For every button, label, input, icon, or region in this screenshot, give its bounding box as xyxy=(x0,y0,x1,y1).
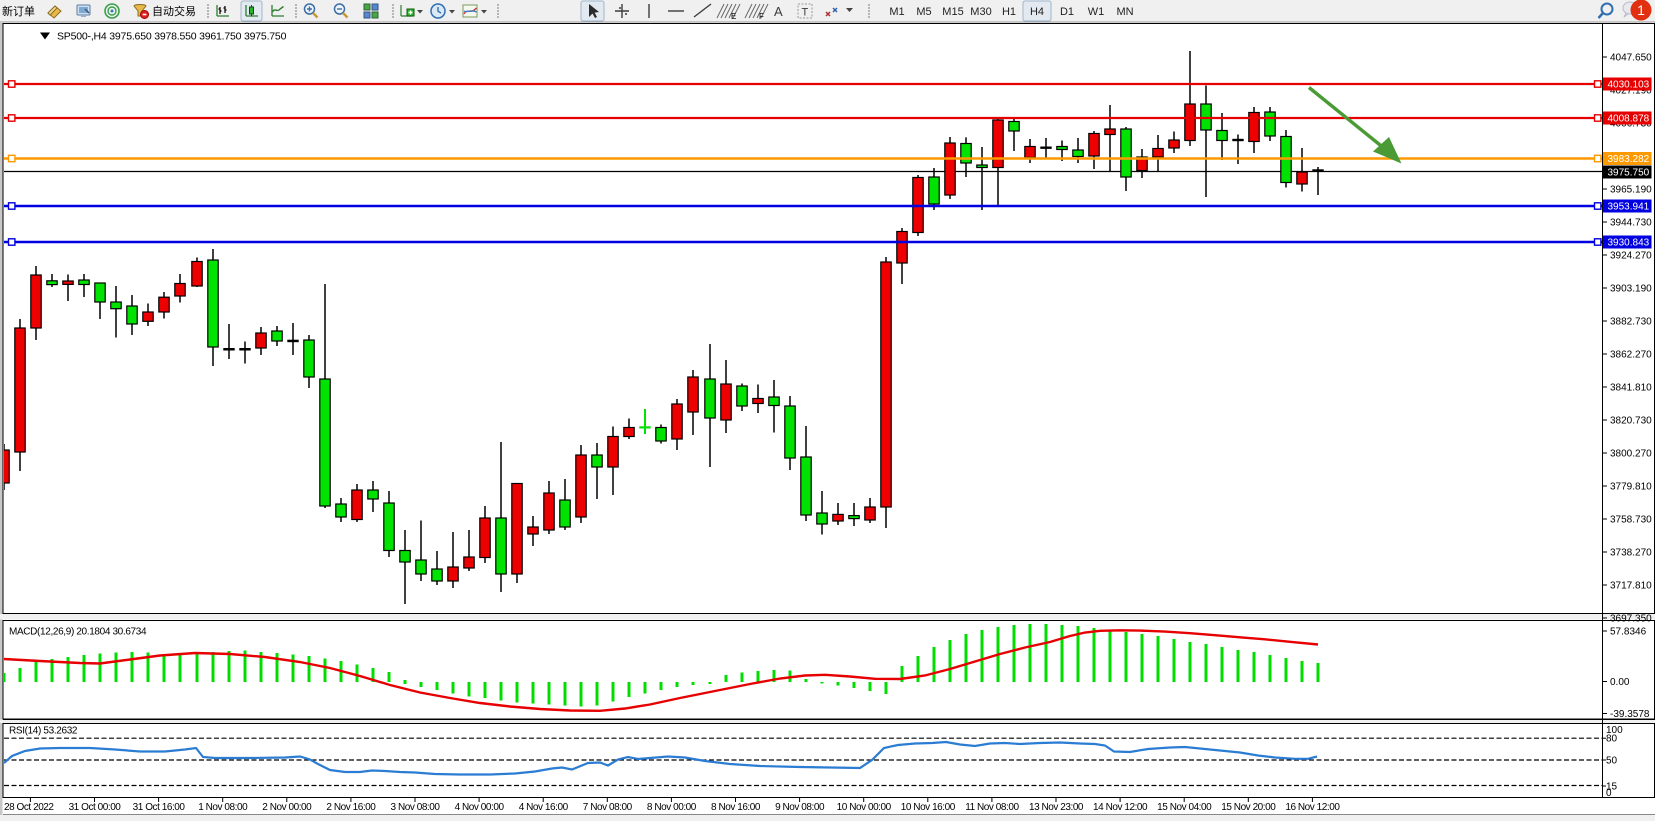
svg-text:3800.270: 3800.270 xyxy=(1610,449,1652,460)
svg-text:15 Nov 04:00: 15 Nov 04:00 xyxy=(1157,802,1212,813)
svg-text:57.8346: 57.8346 xyxy=(1610,627,1647,638)
svg-text:31 Oct 00:00: 31 Oct 00:00 xyxy=(69,802,122,813)
svg-text:-39.3578: -39.3578 xyxy=(1610,709,1650,720)
svg-text:3882.730: 3882.730 xyxy=(1610,317,1652,328)
svg-text:4027.190: 4027.190 xyxy=(1610,86,1652,97)
svg-text:H1: H1 xyxy=(1002,6,1016,18)
svg-text:1: 1 xyxy=(1637,2,1645,18)
svg-text:3953.941: 3953.941 xyxy=(1608,202,1650,213)
svg-text:0.00: 0.00 xyxy=(1610,677,1630,688)
svg-text:4008.878: 4008.878 xyxy=(1608,114,1650,125)
svg-text:3903.190: 3903.190 xyxy=(1610,284,1652,295)
svg-text:80: 80 xyxy=(1606,734,1618,745)
svg-text:3965.190: 3965.190 xyxy=(1610,185,1652,196)
svg-text:11 Nov 08:00: 11 Nov 08:00 xyxy=(965,802,1019,813)
svg-text:3944.730: 3944.730 xyxy=(1610,218,1652,229)
svg-text:F: F xyxy=(759,12,764,21)
svg-text:8 Nov 16:00: 8 Nov 16:00 xyxy=(711,802,761,813)
svg-text:8 Nov 00:00: 8 Nov 00:00 xyxy=(647,802,697,813)
svg-text:W1: W1 xyxy=(1088,6,1105,18)
svg-text:15 Nov 20:00: 15 Nov 20:00 xyxy=(1221,802,1276,813)
svg-text:T: T xyxy=(802,7,809,19)
svg-text:3738.270: 3738.270 xyxy=(1610,548,1652,559)
svg-text:新订单: 新订单 xyxy=(2,4,35,18)
svg-text:2 Nov 16:00: 2 Nov 16:00 xyxy=(326,802,376,813)
svg-text:100: 100 xyxy=(1606,725,1623,736)
svg-text:1 Nov 08:00: 1 Nov 08:00 xyxy=(198,802,248,813)
svg-text:10 Nov 16:00: 10 Nov 16:00 xyxy=(901,802,956,813)
svg-text:3975.750: 3975.750 xyxy=(1608,168,1650,179)
svg-text:M15: M15 xyxy=(942,6,963,18)
svg-text:2 Nov 00:00: 2 Nov 00:00 xyxy=(262,802,312,813)
svg-text:4047.650: 4047.650 xyxy=(1610,53,1652,64)
svg-text:4 Nov 00:00: 4 Nov 00:00 xyxy=(455,802,505,813)
svg-text:28 Oct 2022: 28 Oct 2022 xyxy=(4,802,54,813)
svg-text:3983.282: 3983.282 xyxy=(1608,154,1650,165)
svg-text:M5: M5 xyxy=(916,6,931,18)
svg-text:MACD(12,26,9) 20.1804 30.6734: MACD(12,26,9) 20.1804 30.6734 xyxy=(9,627,147,638)
svg-text:4 Nov 16:00: 4 Nov 16:00 xyxy=(519,802,569,813)
svg-text:3717.810: 3717.810 xyxy=(1610,581,1652,592)
svg-text:7 Nov 08:00: 7 Nov 08:00 xyxy=(583,802,633,813)
svg-text:9 Nov 08:00: 9 Nov 08:00 xyxy=(775,802,825,813)
svg-text:3779.810: 3779.810 xyxy=(1610,482,1652,493)
svg-text:3697.350: 3697.350 xyxy=(1610,614,1652,625)
svg-text:M30: M30 xyxy=(970,6,991,18)
svg-text:3924.270: 3924.270 xyxy=(1610,251,1652,262)
svg-text:3820.730: 3820.730 xyxy=(1610,416,1652,427)
svg-text:13 Nov 23:00: 13 Nov 23:00 xyxy=(1029,802,1084,813)
svg-text:D1: D1 xyxy=(1060,6,1074,18)
svg-text:50: 50 xyxy=(1606,756,1618,767)
svg-text:SP500-,H4 3975.650 3978.550 3: SP500-,H4 3975.650 3978.550 3961.750 397… xyxy=(57,31,287,43)
svg-text:0: 0 xyxy=(1606,788,1612,799)
svg-text:3 Nov 08:00: 3 Nov 08:00 xyxy=(391,802,441,813)
svg-text:16 Nov 12:00: 16 Nov 12:00 xyxy=(1285,802,1340,813)
svg-text:M1: M1 xyxy=(889,6,904,18)
svg-text:3841.810: 3841.810 xyxy=(1610,383,1652,394)
svg-text:15: 15 xyxy=(1606,782,1618,793)
svg-text:3930.843: 3930.843 xyxy=(1608,238,1650,249)
svg-text:3862.270: 3862.270 xyxy=(1610,350,1652,361)
svg-text:自动交易: 自动交易 xyxy=(152,4,196,18)
svg-text:A: A xyxy=(774,4,783,19)
svg-text:10 Nov 00:00: 10 Nov 00:00 xyxy=(837,802,892,813)
svg-text:31 Oct 16:00: 31 Oct 16:00 xyxy=(133,802,186,813)
svg-text:H4: H4 xyxy=(1030,6,1044,18)
svg-text:14 Nov 12:00: 14 Nov 12:00 xyxy=(1093,802,1148,813)
svg-text:MN: MN xyxy=(1116,6,1133,18)
svg-text:3758.730: 3758.730 xyxy=(1610,515,1652,526)
svg-text:RSI(14) 53.2632: RSI(14) 53.2632 xyxy=(9,726,78,737)
svg-text:E: E xyxy=(731,12,736,21)
svg-text:4030.103: 4030.103 xyxy=(1608,80,1650,91)
